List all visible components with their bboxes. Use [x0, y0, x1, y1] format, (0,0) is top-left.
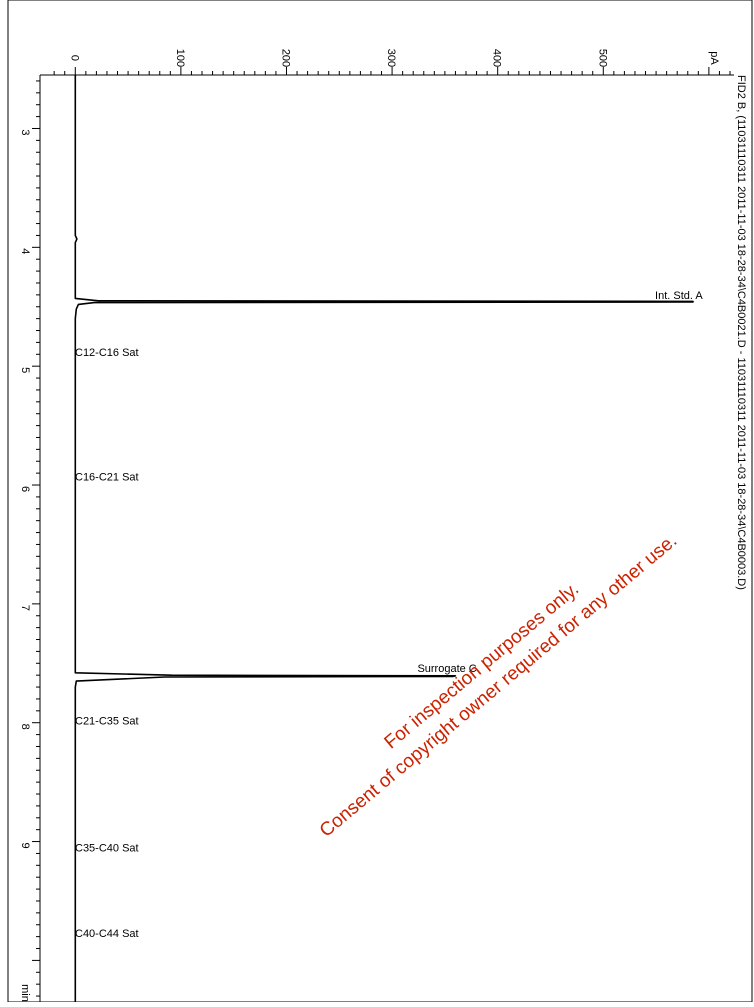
signal-tick-label: 100 — [174, 49, 186, 67]
time-axis-unit: min — [19, 984, 31, 1002]
time-tick-label: 7 — [19, 605, 31, 611]
peak-label: Surrogate C — [417, 663, 476, 675]
axes: 0 100 200 300 400 500 pA 3 4 5 6 7 8 9 min — [19, 49, 734, 1002]
signal-tick-label: 400 — [491, 49, 503, 67]
signal-tick-label: 500 — [596, 49, 608, 67]
time-tick-label: 9 — [19, 842, 31, 848]
band-label: C35-C40 Sat — [75, 843, 139, 855]
peak-label: Int. Std. A — [655, 290, 703, 302]
band-label: C40-C44 Sat — [75, 928, 139, 940]
label-layer: FID2 B, (11031110311 2011-11-03 18-28-34… — [75, 75, 747, 940]
trace-layer — [74, 75, 694, 1002]
time-tick-label: 4 — [19, 248, 31, 254]
signal-tick-label: 300 — [385, 49, 397, 67]
signal-axis-unit: pA — [708, 51, 720, 65]
header-text: FID2 B, (11031110311 2011-11-03 18-28-34… — [735, 75, 747, 590]
time-tick-label: 8 — [19, 724, 31, 730]
frame — [7, 0, 753, 1003]
time-tick-label: 3 — [19, 129, 31, 135]
band-label: C12-C16 Sat — [75, 347, 139, 359]
time-tick-label: 6 — [19, 486, 31, 492]
signal-tick-label: 200 — [279, 49, 291, 67]
signal-tick-label: 0 — [68, 55, 80, 61]
band-label: C16-C21 Sat — [75, 472, 139, 484]
band-label: C21-C35 Sat — [75, 715, 139, 727]
time-tick-label: 5 — [19, 367, 31, 373]
signal-trace — [74, 75, 694, 1002]
